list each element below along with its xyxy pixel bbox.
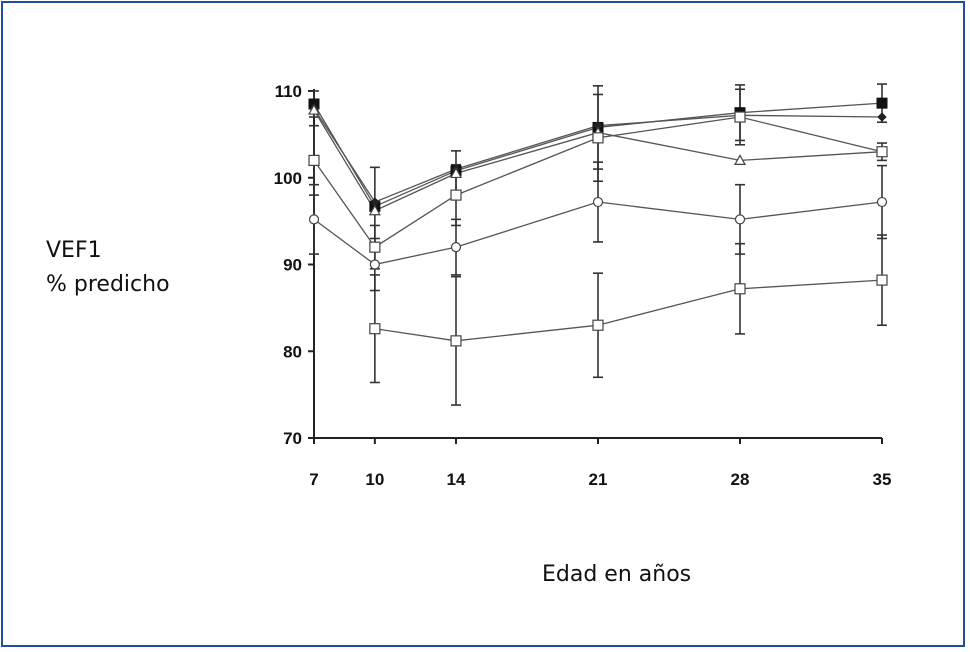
marker-s2-p0 bbox=[307, 103, 321, 115]
marker-s2-p2 bbox=[449, 167, 463, 179]
marker-s5-p2 bbox=[450, 335, 462, 347]
x-tick-label-10: 10 bbox=[365, 470, 384, 489]
marker-s4-p5 bbox=[876, 196, 888, 208]
marker-s0-p5 bbox=[876, 97, 888, 109]
marker-s4-p0 bbox=[308, 214, 320, 225]
marker-s5-p1 bbox=[369, 323, 381, 335]
marker-s2-p1 bbox=[368, 204, 381, 216]
y-axis-label-line-1: VEF1 bbox=[46, 238, 102, 263]
marker-s5-p3 bbox=[592, 319, 604, 331]
y-axis-label-line-2: % predicho bbox=[46, 272, 170, 297]
y-tick-label-70: 70 bbox=[283, 429, 302, 448]
marker-s3-p0 bbox=[308, 154, 320, 166]
tick-labels: 70 80 90 100 110 7 10 14 21 28 35 bbox=[274, 82, 892, 489]
series-line-5 bbox=[374, 279, 883, 342]
y-tick-label-80: 80 bbox=[283, 342, 302, 361]
y-axis-label: VEF1 % predicho bbox=[46, 234, 170, 302]
marker-s4-p4 bbox=[734, 214, 746, 225]
x-tick-label-21: 21 bbox=[589, 470, 608, 489]
marker-s4-p2 bbox=[450, 242, 462, 253]
x-axis-label: Edad en años bbox=[542, 562, 692, 587]
y-tick-label-100: 100 bbox=[274, 169, 302, 188]
x-tick-label-35: 35 bbox=[873, 470, 892, 489]
series-markers bbox=[307, 97, 889, 347]
x-tick-label-14: 14 bbox=[447, 470, 466, 489]
marker-s4-p3 bbox=[592, 196, 604, 208]
marker-s3-p4 bbox=[734, 111, 746, 123]
series-line-4 bbox=[313, 201, 883, 266]
marker-s3-p5 bbox=[876, 146, 888, 158]
series-line-1 bbox=[313, 108, 883, 203]
x-tick-label-28: 28 bbox=[731, 470, 750, 489]
marker-s4-p1 bbox=[369, 259, 380, 270]
x-tick-label-7: 7 bbox=[309, 470, 318, 489]
y-tick-label-90: 90 bbox=[283, 256, 302, 275]
marker-s3-p3 bbox=[592, 132, 604, 144]
series-line-0 bbox=[313, 102, 883, 208]
marker-s3-p1 bbox=[369, 241, 381, 253]
series-line-2 bbox=[313, 109, 883, 212]
series-line-3 bbox=[313, 116, 883, 248]
marker-s5-p5 bbox=[876, 274, 888, 286]
marker-s1-p5 bbox=[877, 112, 887, 122]
marker-s3-p2 bbox=[450, 189, 462, 201]
marker-s5-p4 bbox=[734, 283, 746, 295]
y-tick-label-110: 110 bbox=[275, 82, 302, 101]
marker-s2-p4 bbox=[733, 154, 747, 165]
